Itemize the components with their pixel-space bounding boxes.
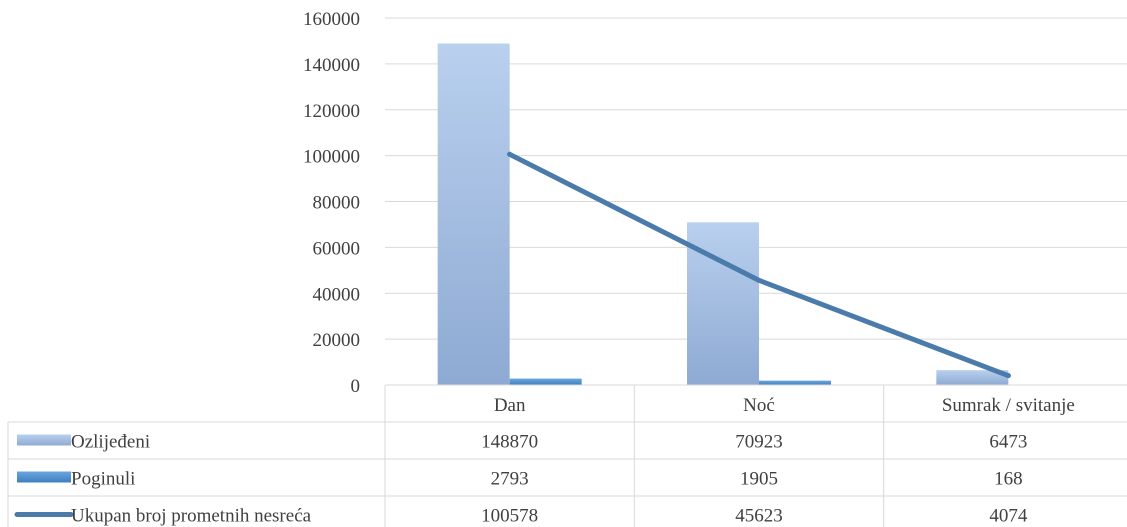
data-label: 70923 — [735, 432, 783, 453]
line-series — [507, 151, 1011, 379]
data-label: 2793 — [491, 469, 529, 490]
y-tick-label: 60000 — [313, 238, 361, 259]
line-point — [507, 151, 513, 157]
y-tick-label: 20000 — [313, 330, 361, 351]
category-label: Noć — [743, 395, 775, 416]
y-tick-label: 120000 — [303, 101, 360, 122]
data-label: 168 — [994, 469, 1023, 490]
legend-key — [17, 434, 71, 446]
y-tick-label: 40000 — [313, 284, 361, 305]
legend-label: Ukupan broj prometnih nesreća — [71, 506, 312, 527]
data-label: 148870 — [481, 432, 538, 453]
category-label: Sumrak / svitanje — [942, 395, 1075, 416]
data-label: 100578 — [481, 506, 538, 527]
data-label: 45623 — [735, 506, 783, 527]
y-tick-label: 160000 — [303, 9, 360, 30]
y-tick-label: 80000 — [313, 193, 361, 214]
bar-poginuli — [759, 380, 831, 385]
y-tick-label: 0 — [351, 376, 361, 397]
line-point — [756, 277, 762, 283]
y-tick-label: 140000 — [303, 55, 360, 76]
data-label: 1905 — [740, 469, 778, 490]
category-label: Dan — [494, 395, 526, 416]
bar-poginuli — [509, 378, 582, 385]
data-label: 6473 — [989, 432, 1027, 453]
bars — [437, 43, 1081, 385]
line-point — [1005, 373, 1011, 379]
legend-label: Ozlijeđeni — [71, 432, 150, 453]
data-table: Dan Noć Sumrak / svitanje Ozlijeđeni 148870 7… — [7, 384, 1127, 527]
legend-key — [17, 471, 71, 483]
legend-label: Poginuli — [71, 469, 135, 490]
y-tick-label: 100000 — [303, 147, 360, 168]
bar-ozlijedeni — [437, 43, 510, 385]
y-axis: 0 20000 40000 60000 80000 100000 120000 140000 1… — [303, 9, 360, 397]
bar-ozlijedeni — [936, 370, 1009, 385]
data-label: 4074 — [989, 506, 1028, 527]
